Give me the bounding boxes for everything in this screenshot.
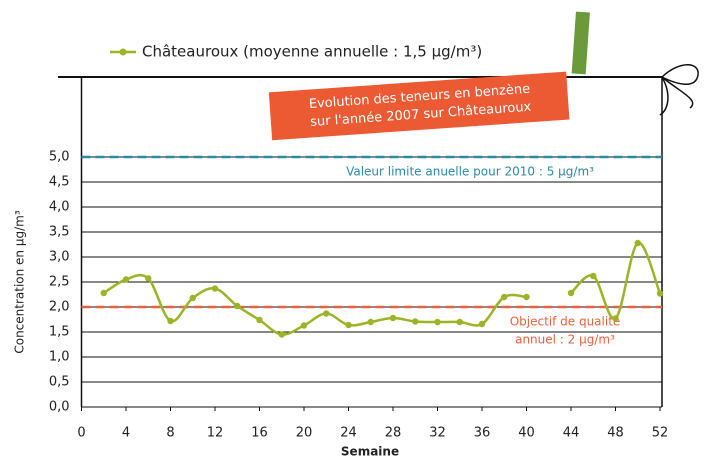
data-point (167, 317, 174, 325)
data-point (100, 289, 107, 297)
x-tick-label: 52 (652, 426, 669, 441)
y-tick-label: 4,5 (49, 175, 70, 190)
y-tick-label: 4,0 (49, 200, 70, 215)
x-tick-label: 12 (207, 426, 224, 441)
reference-label: Objectif de qualité (510, 315, 621, 329)
x-tick-label: 28 (385, 426, 402, 441)
data-point (145, 275, 152, 282)
data-point (323, 310, 330, 317)
data-point (278, 331, 285, 338)
data-point (612, 315, 619, 322)
data-point (656, 290, 664, 297)
y-tick-label: 3,0 (49, 250, 70, 265)
data-point (367, 318, 374, 326)
x-tick-label: 16 (251, 426, 268, 441)
data-point (523, 293, 530, 301)
data-point (501, 293, 508, 301)
x-tick-label: 44 (563, 426, 580, 441)
legend-label: Châteauroux (moyenne annuelle : 1,5 µg/m… (142, 43, 482, 61)
reference-label: Valeur limite anuelle pour 2010 : 5 µg/m… (346, 165, 594, 179)
x-tick-label: 36 (474, 426, 491, 441)
x-tick-label: 48 (607, 426, 624, 441)
data-point (122, 276, 130, 283)
data-point (389, 314, 397, 322)
data-point (456, 318, 463, 326)
x-tick-label: 4 (122, 426, 130, 441)
data-point (478, 320, 486, 328)
data-point (590, 272, 597, 280)
title-background (268, 71, 570, 141)
bow (659, 64, 699, 116)
clothespin (571, 11, 590, 75)
y-tick-label: 5,0 (49, 150, 70, 165)
data-point (256, 316, 263, 324)
data-point (300, 322, 308, 329)
data-point (211, 285, 219, 292)
data-point (189, 294, 196, 302)
data-point (412, 318, 419, 325)
x-tick-label: 20 (296, 426, 313, 441)
y-tick-label: 0,0 (49, 400, 70, 415)
y-tick-label: 2,0 (49, 300, 70, 315)
y-tick-label: 3,5 (49, 225, 70, 240)
data-point (634, 239, 641, 247)
y-axis-label: Concentration en µg/m³ (13, 210, 27, 353)
x-tick-label: 0 (77, 426, 85, 441)
data-point (434, 318, 441, 326)
x-tick-label: 32 (429, 426, 446, 441)
y-tick-label: 2,5 (49, 275, 70, 290)
legend-marker (119, 48, 127, 56)
x-axis-label: Semaine (341, 445, 399, 459)
x-tick-label: 40 (518, 426, 535, 441)
data-point (567, 289, 575, 297)
x-tick-label: 8 (166, 426, 174, 441)
title-box: Evolution des teneurs en benzène sur l'a… (268, 71, 570, 141)
y-tick-label: 1,0 (49, 350, 70, 365)
data-point (234, 302, 241, 310)
y-tick-label: 1,5 (49, 325, 70, 340)
data-point (345, 321, 352, 329)
y-tick-label: 0,5 (49, 375, 70, 390)
x-tick-label: 24 (340, 426, 357, 441)
reference-label: annuel : 2 µg/m³ (515, 333, 615, 347)
